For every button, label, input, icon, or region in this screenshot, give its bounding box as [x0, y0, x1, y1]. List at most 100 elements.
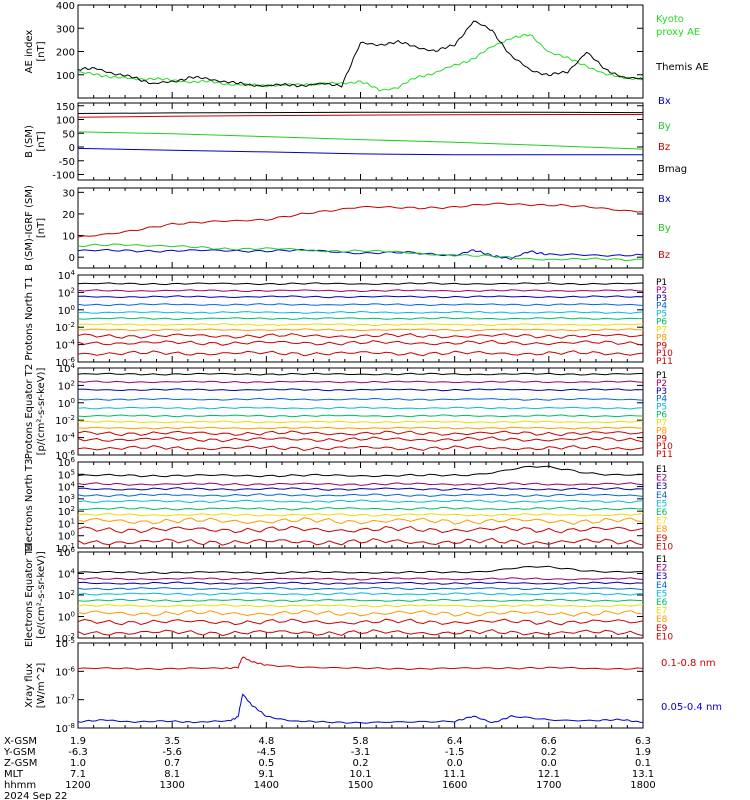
series-line-e4: [77, 586, 644, 591]
plot-date: 2024 Sep 22: [4, 791, 67, 800]
y-axis-label: AE index: [24, 30, 35, 74]
legend-e10: E10: [656, 542, 673, 552]
legend-p9: P9: [656, 434, 667, 444]
legend-kyoto-proxy-ae: Kyoto: [656, 14, 684, 25]
series-line-p1: [77, 372, 644, 376]
ephem-value: 6.6: [541, 736, 557, 747]
series-line-e7: [77, 512, 644, 517]
y-tick-label: 102: [58, 379, 75, 392]
y-tick-label: 102: [58, 286, 75, 299]
legend-e10: E10: [656, 632, 673, 642]
legend-p10: P10: [656, 442, 673, 452]
y-tick-label: 104: [58, 481, 76, 494]
y-tick-label: 101: [58, 517, 75, 530]
legend-p4: P4: [656, 395, 667, 405]
legend-p2: P2: [656, 379, 667, 389]
series-line-e8: [77, 609, 644, 617]
legend-e9: E9: [656, 534, 668, 544]
ephem-value: 1800: [630, 780, 655, 791]
legend-e4: E4: [656, 491, 668, 501]
legend-e8: E8: [656, 525, 668, 535]
y-axis-unit: [nT]: [36, 218, 47, 238]
panel-frame: [77, 642, 644, 729]
series-line-p6: [77, 316, 644, 320]
y-tick-label: 100: [56, 116, 75, 127]
y-tick-label: 102: [58, 589, 75, 602]
panel-4: [77, 274, 644, 363]
legend-p1: P1: [656, 371, 667, 381]
ephem-value: 1.0: [70, 758, 86, 769]
ephem-value: 1700: [536, 780, 561, 791]
series-line-0-05-0-4-nm: [77, 693, 644, 724]
series-line-p10: [77, 339, 644, 346]
series-line-p11: [77, 445, 644, 452]
legend-e1: E1: [656, 465, 667, 475]
series-line-e2: [77, 577, 644, 581]
y-tick-label: 106: [58, 456, 76, 469]
series-line-e1: [77, 465, 644, 478]
ephem-label-x-gsm: X-GSM: [4, 736, 37, 747]
series-line-e4: [77, 493, 644, 498]
y-tick-label: -100: [52, 171, 75, 182]
legend-p10: P10: [656, 349, 673, 359]
ephem-value: 3.5: [164, 736, 180, 747]
legend-e6: E6: [656, 598, 668, 608]
ephem-value: 8.1: [164, 769, 180, 780]
y-tick-label: 106: [58, 546, 76, 559]
legend-p6: P6: [656, 318, 667, 328]
panel-frame: [77, 4, 644, 99]
panel-frame: [77, 551, 644, 639]
legend-e7: E7: [656, 517, 667, 527]
panel-2: [77, 102, 644, 181]
ephem-value: 9.1: [258, 769, 274, 780]
ephem-label-hhmm: hhmm: [4, 780, 36, 791]
y-tick-label: 0: [69, 253, 75, 264]
y-tick-label: 10-6: [55, 665, 75, 678]
legend-e6: E6: [656, 508, 668, 518]
ephem-value: 1300: [159, 780, 184, 791]
ephem-label-y-gsm: Y-GSM: [3, 747, 36, 758]
legend-p8: P8: [656, 426, 667, 436]
y-axis-unit: [nT]: [36, 41, 47, 61]
series-line-p9: [77, 333, 644, 339]
ephem-value: 0.2: [541, 747, 557, 758]
y-tick-label: 100: [58, 304, 75, 317]
panel-3: [77, 187, 644, 269]
y-axis-unit: [e/(cm²-s-sr-keV)]: [36, 551, 47, 639]
series-line-e3: [77, 581, 644, 585]
ephem-value: 1500: [348, 780, 373, 791]
series-line-e2: [77, 482, 644, 487]
ephem-value: 1.9: [635, 747, 651, 758]
series-line-0-1-0-8-nm: [77, 656, 644, 671]
legend-bz: Bz: [658, 142, 670, 153]
legend-p7: P7: [656, 418, 667, 428]
y-tick-label: 104: [58, 362, 76, 375]
y-tick-label: -50: [59, 157, 75, 168]
legend-p4: P4: [656, 302, 667, 312]
ephem-value: 0.2: [353, 758, 369, 769]
ephem-value: 5.8: [353, 736, 369, 747]
series-line-bz: [77, 114, 643, 118]
legend-by: By: [658, 121, 671, 132]
legend-p2: P2: [656, 286, 667, 296]
series-line-e5: [77, 499, 644, 504]
y-tick-label: 30: [62, 188, 75, 199]
series-line-p4: [77, 397, 644, 401]
series-line-by: [77, 131, 644, 150]
ephem-value: -6.3: [68, 747, 88, 758]
ephem-value: 0.0: [447, 758, 463, 769]
y-tick-label: 50: [62, 129, 75, 140]
legend-e1: E1: [656, 555, 667, 565]
y-axis-label: Protons North T1: [24, 276, 35, 360]
y-tick-label: 104: [58, 269, 76, 282]
y-tick-label: 102: [58, 505, 75, 518]
series-line-e6: [77, 506, 644, 511]
ephem-value: 1200: [65, 780, 90, 791]
y-tick-label: 400: [56, 1, 75, 12]
series-line-p11: [77, 350, 644, 357]
ephem-value: 10.1: [349, 769, 371, 780]
panel-7: [77, 551, 644, 639]
legend-p3: P3: [656, 294, 667, 304]
ephem-value: 0.0: [541, 758, 557, 769]
